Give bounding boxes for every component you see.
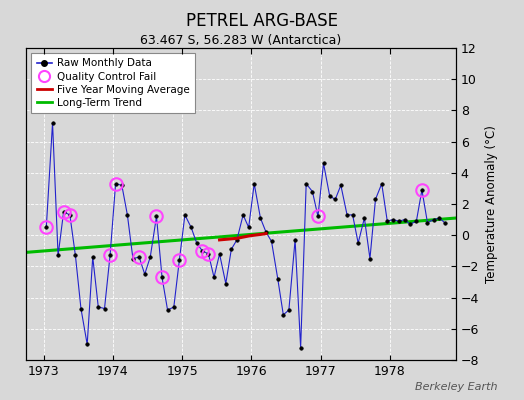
- Raw Monthly Data: [49, 120, 56, 125]
- Quality Control Fail: [205, 252, 212, 256]
- Raw Monthly Data: [298, 345, 304, 350]
- Line: Five Year Moving Average: Five Year Moving Average: [220, 234, 266, 240]
- Legend: Raw Monthly Data, Quality Control Fail, Five Year Moving Average, Long-Term Tren: Raw Monthly Data, Quality Control Fail, …: [31, 53, 195, 113]
- Text: PETREL ARG-BASE: PETREL ARG-BASE: [186, 12, 338, 30]
- Quality Control Fail: [113, 181, 119, 186]
- Quality Control Fail: [154, 214, 160, 219]
- Quality Control Fail: [67, 212, 73, 217]
- Raw Monthly Data: [141, 272, 148, 277]
- Five Year Moving Average: [234, 236, 240, 241]
- Quality Control Fail: [176, 258, 182, 262]
- Five Year Moving Average: [251, 233, 257, 238]
- Raw Monthly Data: [216, 252, 223, 256]
- Raw Monthly Data: [171, 304, 177, 309]
- Title: 63.467 S, 56.283 W (Antarctica): 63.467 S, 56.283 W (Antarctica): [140, 34, 342, 47]
- Raw Monthly Data: [396, 219, 402, 224]
- Five Year Moving Average: [246, 234, 252, 238]
- Quality Control Fail: [60, 210, 67, 214]
- Quality Control Fail: [315, 214, 321, 219]
- Quality Control Fail: [419, 188, 425, 192]
- Quality Control Fail: [159, 275, 165, 280]
- Raw Monthly Data: [442, 220, 448, 225]
- Quality Control Fail: [107, 253, 113, 258]
- Five Year Moving Average: [257, 232, 264, 237]
- Line: Quality Control Fail: Quality Control Fail: [40, 178, 428, 284]
- Y-axis label: Temperature Anomaly (°C): Temperature Anomaly (°C): [485, 125, 498, 283]
- Raw Monthly Data: [43, 225, 49, 230]
- Five Year Moving Average: [263, 231, 269, 236]
- Quality Control Fail: [43, 225, 49, 230]
- Line: Raw Monthly Data: Raw Monthly Data: [45, 121, 446, 349]
- Quality Control Fail: [136, 255, 143, 260]
- Five Year Moving Average: [216, 238, 223, 242]
- Raw Monthly Data: [101, 306, 107, 311]
- Raw Monthly Data: [268, 239, 275, 244]
- Quality Control Fail: [199, 248, 205, 253]
- Text: Berkeley Earth: Berkeley Earth: [416, 382, 498, 392]
